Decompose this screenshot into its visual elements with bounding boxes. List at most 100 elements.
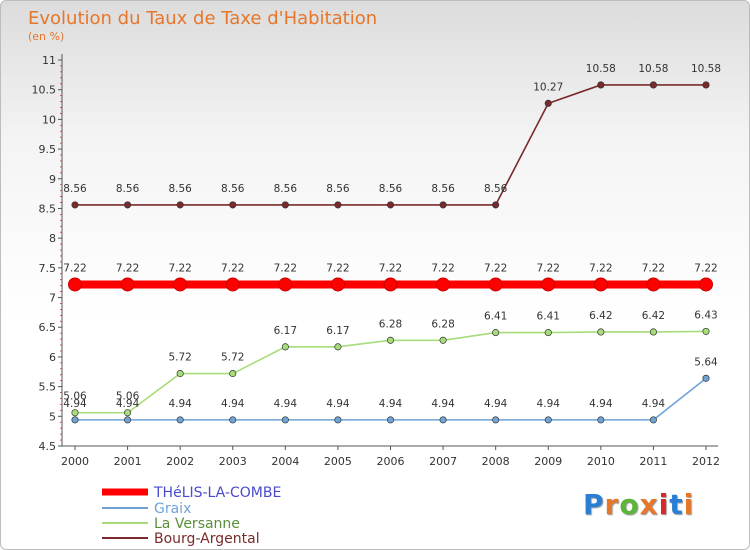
x-tick-label: 2009 <box>534 455 562 468</box>
data-point <box>593 277 608 292</box>
data-point <box>439 416 447 424</box>
legend-label: Bourg-Argental <box>154 531 260 547</box>
data-point <box>124 409 132 417</box>
data-point <box>120 277 135 292</box>
data-point <box>281 343 289 351</box>
logo-letter: i <box>683 488 695 521</box>
data-label: 6.42 <box>589 310 612 322</box>
data-point <box>281 201 289 209</box>
chart-title: Evolution du Taux de Taxe d'Habitation <box>28 8 377 29</box>
data-point <box>229 416 237 424</box>
data-point <box>71 409 79 417</box>
data-label: 4.94 <box>168 398 192 410</box>
data-label: 4.94 <box>274 398 298 410</box>
y-tick-label: 8.5 <box>39 202 57 215</box>
data-label: 4.94 <box>221 398 245 410</box>
data-point <box>71 416 79 424</box>
data-label: 7.22 <box>431 262 454 274</box>
data-label: 5.72 <box>168 352 191 364</box>
data-label: 8.56 <box>168 183 192 195</box>
data-point <box>281 416 289 424</box>
data-point <box>544 329 552 337</box>
axes: 4.5 5 5.5 6 6.5 7 7.5 8 8.5 9 9.5 10 10.5 11 2000 2001 2… <box>32 54 720 468</box>
data-point <box>229 370 237 378</box>
data-point <box>702 374 710 382</box>
y-tick-label: 10 <box>42 113 56 126</box>
logo-letter: x <box>639 488 659 521</box>
data-label: 6.17 <box>326 325 349 337</box>
data-point <box>699 277 713 292</box>
logo-letter: o <box>619 488 640 521</box>
x-tick-label: 2007 <box>429 455 457 468</box>
logo-letter: P <box>583 488 605 521</box>
data-point <box>541 277 556 292</box>
data-label: 6.41 <box>537 311 560 323</box>
x-tick-label: 2006 <box>377 455 405 468</box>
data-label: 5.72 <box>221 352 244 364</box>
data-point <box>176 370 184 378</box>
data-label: 4.94 <box>484 398 508 410</box>
x-tick-label: 2003 <box>219 455 247 468</box>
y-tick-label: 11 <box>42 54 56 67</box>
data-label: 10.27 <box>533 81 563 93</box>
proxiti-logo: Proxiti <box>583 488 694 521</box>
x-tick-label: 2002 <box>166 455 194 468</box>
data-point <box>649 328 657 336</box>
data-point <box>492 416 500 424</box>
data-point <box>334 201 342 209</box>
y-tick-label: 10.5 <box>32 84 57 97</box>
y-tick-label: 8 <box>49 232 56 245</box>
legend-label: Graix <box>154 501 191 517</box>
data-point <box>439 201 447 209</box>
x-tick-label: 2008 <box>482 455 510 468</box>
x-tick-label: 2011 <box>639 455 667 468</box>
data-point <box>68 277 82 292</box>
data-label: 8.56 <box>116 183 140 195</box>
y-tick-label: 9 <box>49 173 56 186</box>
data-label: 4.94 <box>326 398 350 410</box>
data-label: 8.56 <box>63 183 87 195</box>
y-tick-label: 6 <box>49 351 56 364</box>
data-point <box>334 416 342 424</box>
data-point <box>176 201 184 209</box>
data-label: 5.64 <box>694 356 718 368</box>
data-point <box>386 336 395 344</box>
x-tick-label: 2010 <box>587 455 615 468</box>
logo-letter: t <box>669 488 684 521</box>
data-point <box>488 277 503 292</box>
data-label: 10.58 <box>638 63 668 75</box>
data-label: 7.22 <box>537 262 560 274</box>
data-label: 6.43 <box>694 309 717 321</box>
x-tick-label: 2000 <box>61 455 89 468</box>
data-point <box>176 416 184 424</box>
y-tick-label: 7 <box>49 292 56 305</box>
data-point <box>334 343 342 351</box>
data-point <box>124 201 132 209</box>
series-lines <box>68 81 713 424</box>
data-point <box>225 277 240 292</box>
data-label: 6.17 <box>274 325 297 337</box>
data-point <box>544 416 552 424</box>
data-label: 6.42 <box>642 310 665 322</box>
data-point <box>646 277 661 292</box>
data-label: 7.22 <box>379 262 402 274</box>
data-label: 4.94 <box>379 398 403 410</box>
data-label: 8.56 <box>221 183 245 195</box>
y-tick-label: 5 <box>49 410 56 423</box>
data-label: 4.94 <box>116 398 140 410</box>
data-label: 8.56 <box>326 183 350 195</box>
data-point <box>386 201 395 209</box>
y-tick-label: 6.5 <box>39 321 57 334</box>
data-label: 6.28 <box>379 318 402 330</box>
y-tick-label: 4.5 <box>39 440 57 453</box>
logo-letter: r <box>604 488 620 521</box>
data-point <box>386 416 395 424</box>
data-label: 7.22 <box>168 262 191 274</box>
data-label: 5.06 <box>116 391 140 403</box>
data-point <box>124 416 132 424</box>
data-point <box>544 99 552 107</box>
data-label: 7.22 <box>694 262 717 274</box>
data-point <box>173 277 188 292</box>
